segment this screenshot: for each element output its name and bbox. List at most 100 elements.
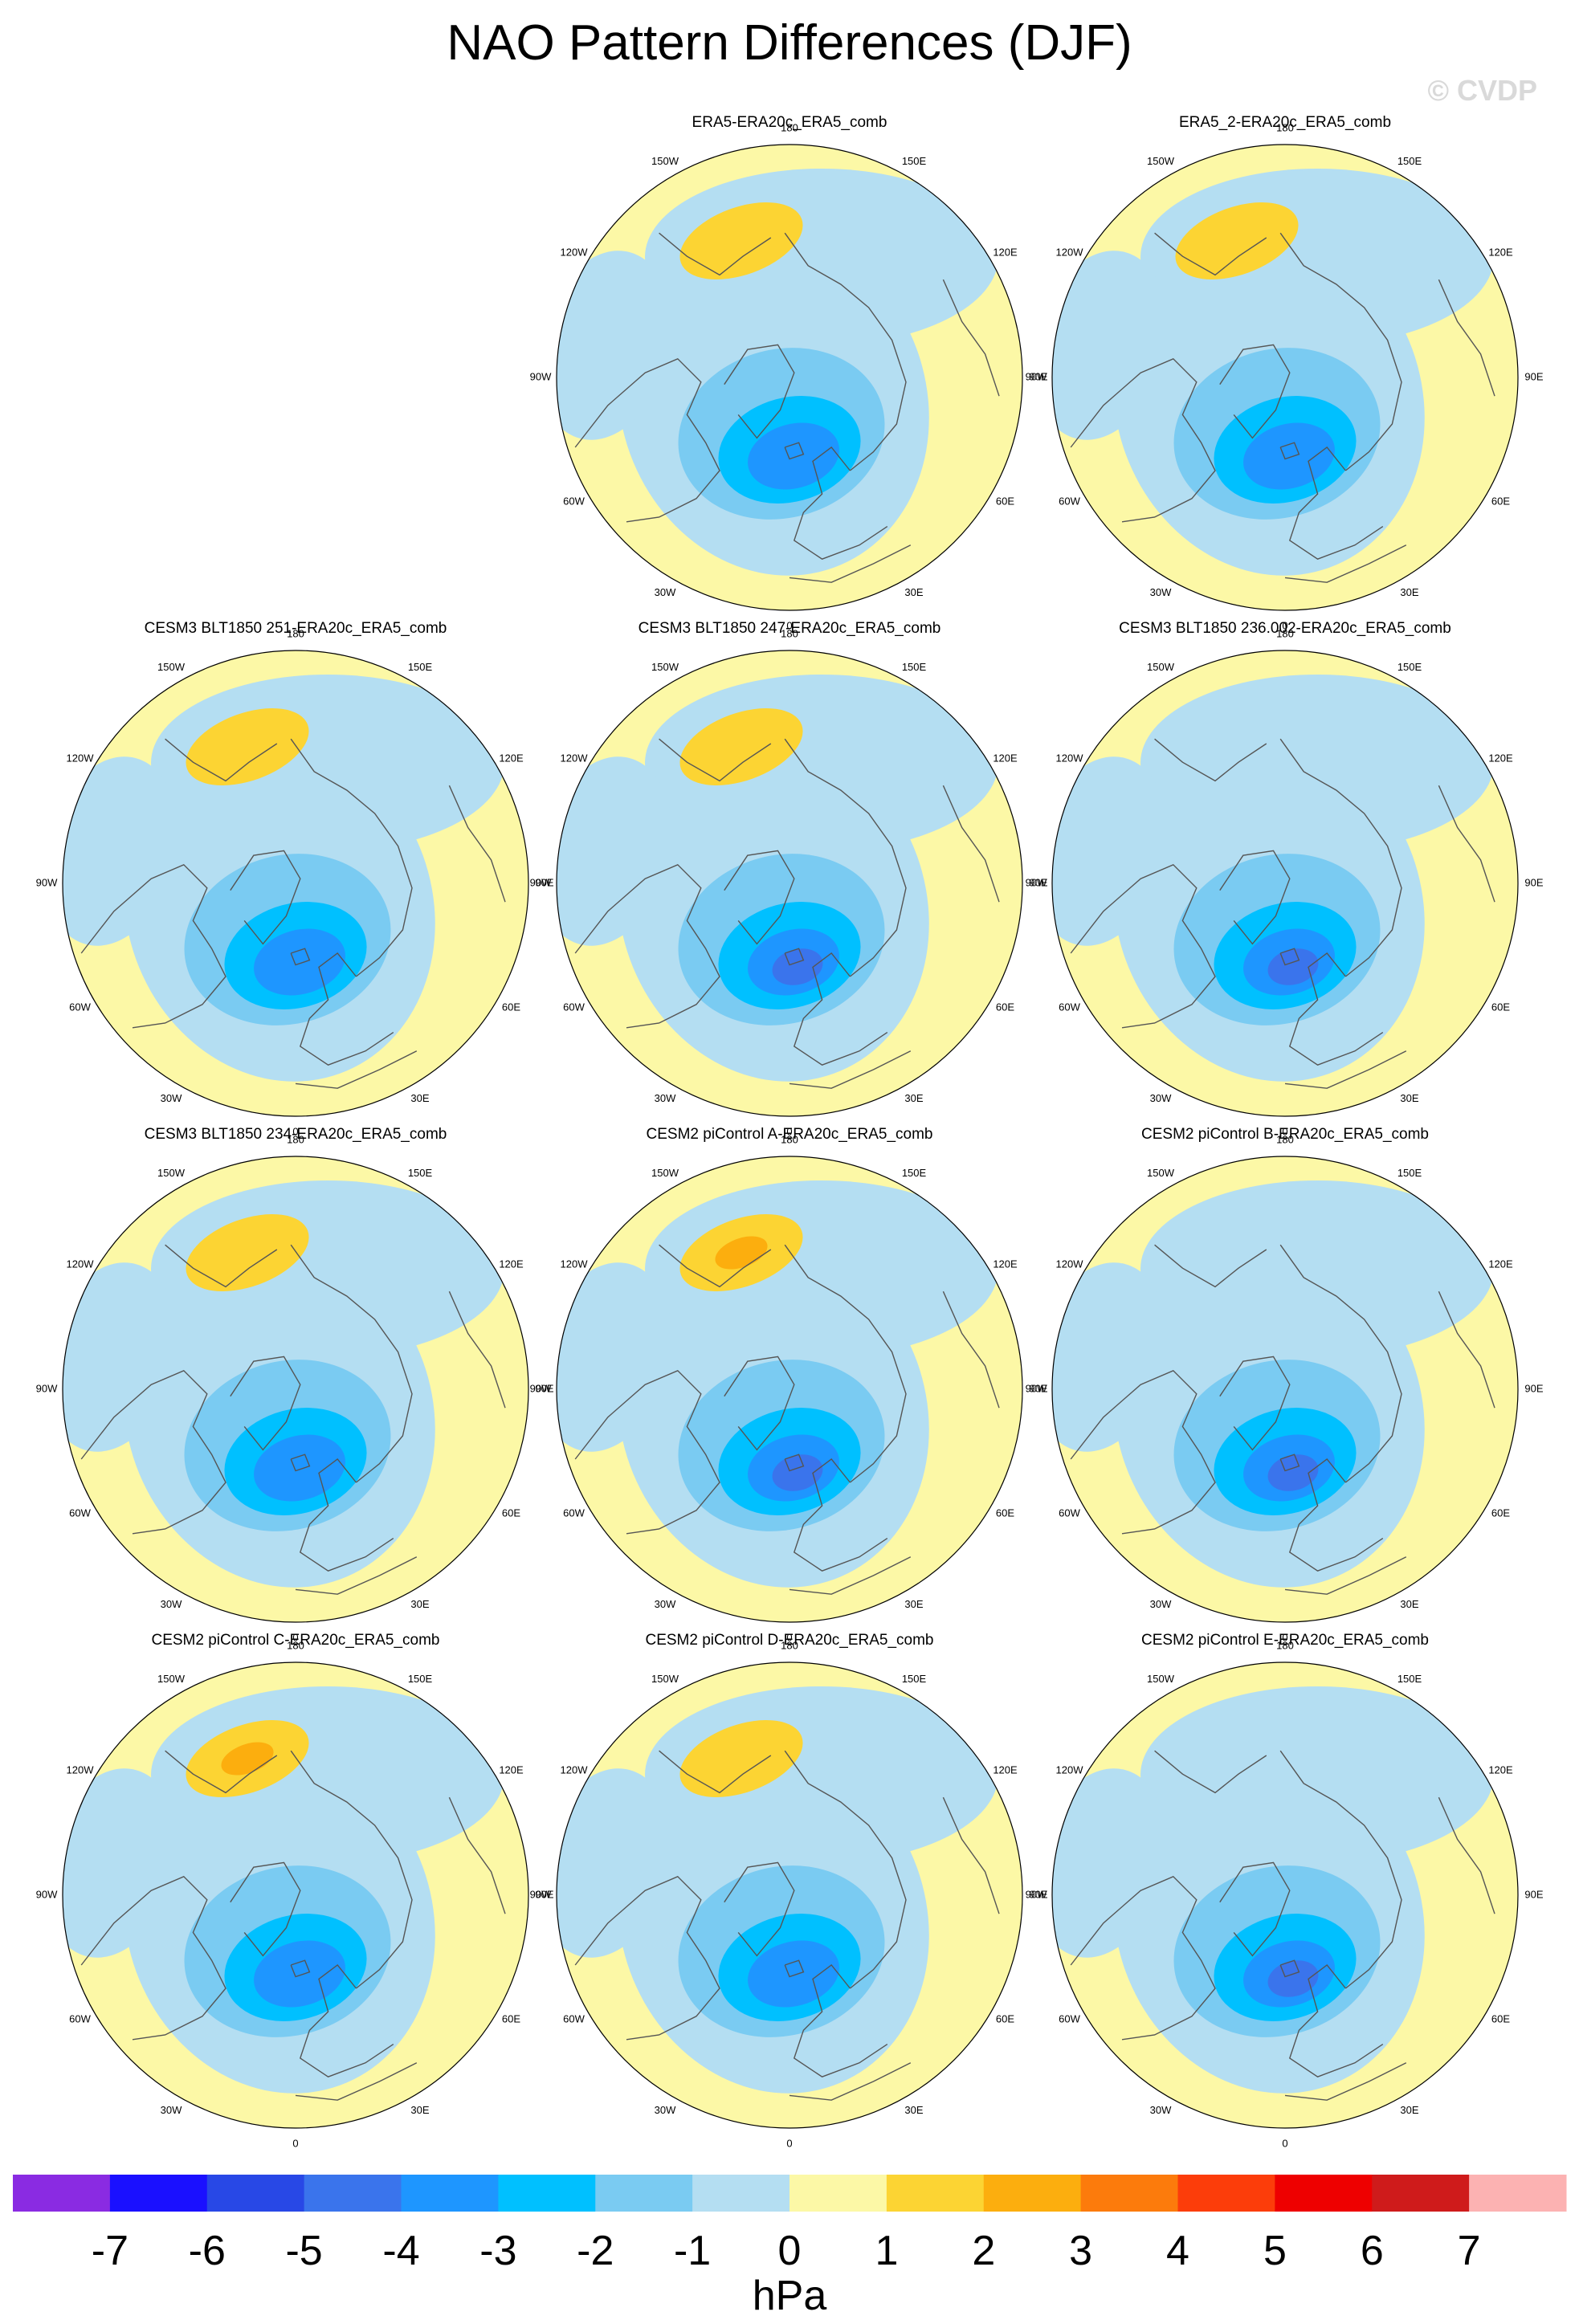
lon-label: 0 — [1282, 619, 1287, 631]
contour-field — [557, 1662, 1022, 2128]
lon-label: 30E — [1400, 586, 1418, 598]
coastlines — [1070, 738, 1495, 1089]
lon-label: 30E — [904, 586, 923, 598]
lon-label: 60E — [996, 495, 1014, 507]
lon-label: 150E — [902, 155, 927, 167]
lon-label: 30E — [1400, 2104, 1418, 2116]
lon-label: 90W — [36, 1888, 58, 1900]
lon-label: 120W — [1056, 1258, 1084, 1270]
lon-label: 60W — [69, 1507, 91, 1519]
colorbar-bin — [109, 2175, 208, 2212]
lon-label: 60W — [563, 495, 585, 507]
lon-label: 180 — [287, 1639, 304, 1651]
lon-label: 60E — [502, 1507, 520, 1519]
lon-label: 180 — [1276, 121, 1294, 133]
panel-title: CESM2 piControl B-ERA20c_ERA5_comb — [1141, 1126, 1429, 1143]
lon-label: 30E — [410, 1598, 429, 1610]
lon-label: 150W — [1147, 1673, 1175, 1685]
lon-label: 30W — [1150, 2104, 1172, 2116]
lon-label: 60E — [1491, 1001, 1510, 1013]
lon-label: 30W — [161, 2104, 182, 2116]
map-border — [62, 1156, 529, 1623]
lon-label: 150E — [902, 1673, 927, 1685]
lon-label: 150E — [1397, 1673, 1422, 1685]
map-panel: CESM3 BLT1850 236.002-ERA20c_ERA5_comb18… — [1026, 620, 1544, 1137]
lon-label: 30E — [904, 2104, 923, 2116]
contour-field — [63, 1156, 528, 1622]
lon-label: 120E — [1488, 1763, 1513, 1776]
panel-title: ERA5_2-ERA20c_ERA5_comb — [1179, 114, 1391, 131]
lon-label: 180 — [1276, 1133, 1294, 1145]
lon-label: 120E — [993, 752, 1018, 764]
lon-label: 60W — [563, 2012, 585, 2024]
map-border — [1051, 650, 1519, 1117]
lon-label: 150W — [651, 1167, 679, 1179]
lon-label: 120W — [1056, 1763, 1084, 1776]
lon-label: 150E — [408, 661, 433, 673]
panel-title: CESM3 BLT1850 251-ERA20c_ERA5_comb — [145, 620, 447, 637]
lon-label: 150W — [651, 661, 679, 673]
colorbar-tick-label: 5 — [1263, 2228, 1287, 2274]
lon-label: 120E — [499, 752, 524, 764]
colorbar-bin — [1177, 2175, 1275, 2212]
lon-label: 150E — [1397, 661, 1422, 673]
lon-label: 60W — [69, 1001, 91, 1013]
lon-label: 90E — [535, 876, 553, 888]
lon-label: 180 — [781, 1639, 798, 1651]
coastlines — [574, 1244, 1000, 1595]
lon-label: 150E — [408, 1167, 433, 1179]
panel-title: ERA5-ERA20c_ERA5_comb — [692, 114, 887, 131]
lon-label: 150W — [157, 1673, 186, 1685]
lon-label: 0 — [292, 1631, 298, 1643]
colorbar-bin — [13, 2175, 111, 2212]
lon-label: 90E — [1524, 370, 1543, 382]
contour-field — [63, 650, 528, 1116]
lon-label: 180 — [781, 121, 798, 133]
lon-label: 120E — [1488, 246, 1513, 258]
lon-label: 150E — [902, 661, 927, 673]
contour-field — [1052, 1156, 1518, 1622]
colorbar-tick-label: -3 — [479, 2228, 516, 2274]
lon-label: 60E — [996, 1507, 1014, 1519]
lon-label: 90W — [530, 1382, 552, 1394]
map-border — [556, 650, 1023, 1117]
lon-label: 90E — [535, 1888, 553, 1900]
lon-label: 90E — [1524, 876, 1543, 888]
coastlines — [80, 738, 506, 1089]
lon-label: 90E — [1029, 1888, 1047, 1900]
colorbar-bin — [1372, 2175, 1470, 2212]
colorbar-tick-label: -1 — [674, 2228, 711, 2274]
lon-label: 0 — [1282, 1125, 1287, 1137]
lon-label: 120E — [499, 1258, 524, 1270]
contour-field — [1052, 650, 1518, 1116]
lon-label: 120W — [561, 1763, 589, 1776]
map-border — [62, 650, 529, 1117]
lon-label: 30E — [1400, 1598, 1418, 1610]
lon-label: 60E — [996, 2012, 1014, 2024]
lon-label: 90W — [530, 370, 552, 382]
colorbar-bin — [790, 2175, 887, 2212]
panel-title: CESM3 BLT1850 236.002-ERA20c_ERA5_comb — [1119, 620, 1451, 637]
contour-field — [557, 145, 1022, 610]
lon-label: 30W — [161, 1092, 182, 1104]
map-border — [62, 1661, 529, 2129]
colorbar-bin — [304, 2175, 402, 2212]
lon-label: 120W — [561, 246, 589, 258]
lon-label: 30W — [1150, 1598, 1172, 1610]
map-border — [1051, 144, 1519, 611]
lon-label: 90W — [1026, 876, 1047, 888]
panel-title: CESM2 piControl C-ERA20c_ERA5_comb — [151, 1632, 439, 1649]
lon-label: 120E — [993, 246, 1018, 258]
lon-label: 120E — [1488, 752, 1513, 764]
lon-label: 150W — [1147, 155, 1175, 167]
lon-label: 150W — [651, 155, 679, 167]
lon-label: 0 — [292, 1125, 298, 1137]
panel-title: CESM3 BLT1850 247-ERA20c_ERA5_comb — [639, 620, 941, 637]
colorbar-tick-label: -5 — [285, 2228, 322, 2274]
contour-field — [557, 650, 1022, 1116]
